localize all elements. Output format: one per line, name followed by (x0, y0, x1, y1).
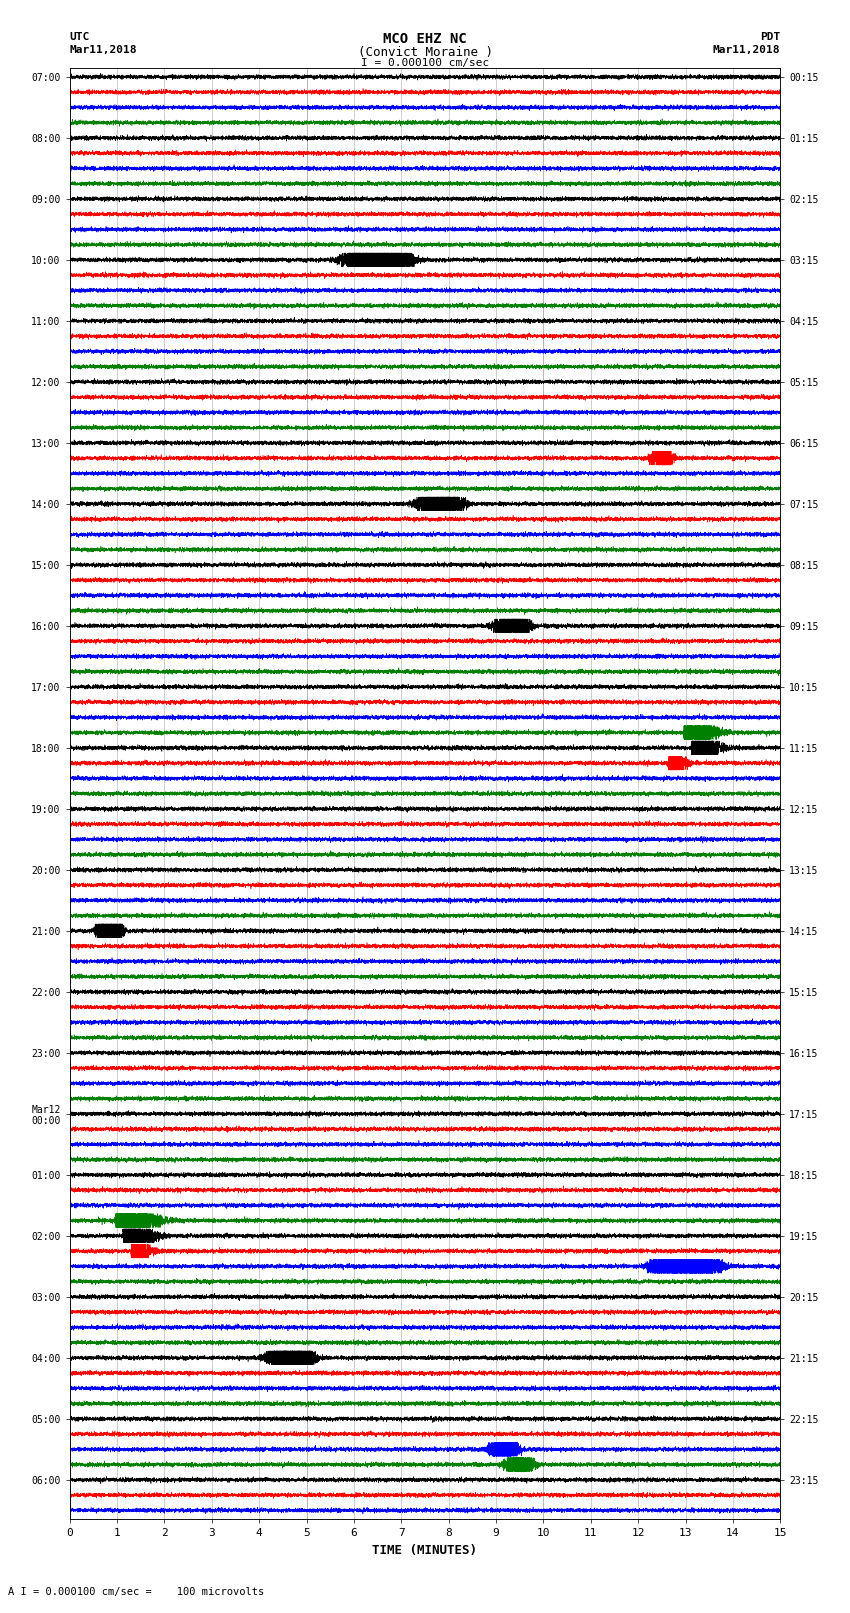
Text: Mar11,2018: Mar11,2018 (70, 45, 137, 55)
Text: PDT: PDT (760, 32, 780, 42)
Text: I = 0.000100 cm/sec: I = 0.000100 cm/sec (361, 58, 489, 68)
Text: A I = 0.000100 cm/sec =    100 microvolts: A I = 0.000100 cm/sec = 100 microvolts (8, 1587, 264, 1597)
Text: MCO EHZ NC: MCO EHZ NC (383, 32, 467, 47)
Text: (Convict Moraine ): (Convict Moraine ) (358, 45, 492, 60)
Text: Mar11,2018: Mar11,2018 (713, 45, 780, 55)
X-axis label: TIME (MINUTES): TIME (MINUTES) (372, 1544, 478, 1557)
Text: UTC: UTC (70, 32, 90, 42)
